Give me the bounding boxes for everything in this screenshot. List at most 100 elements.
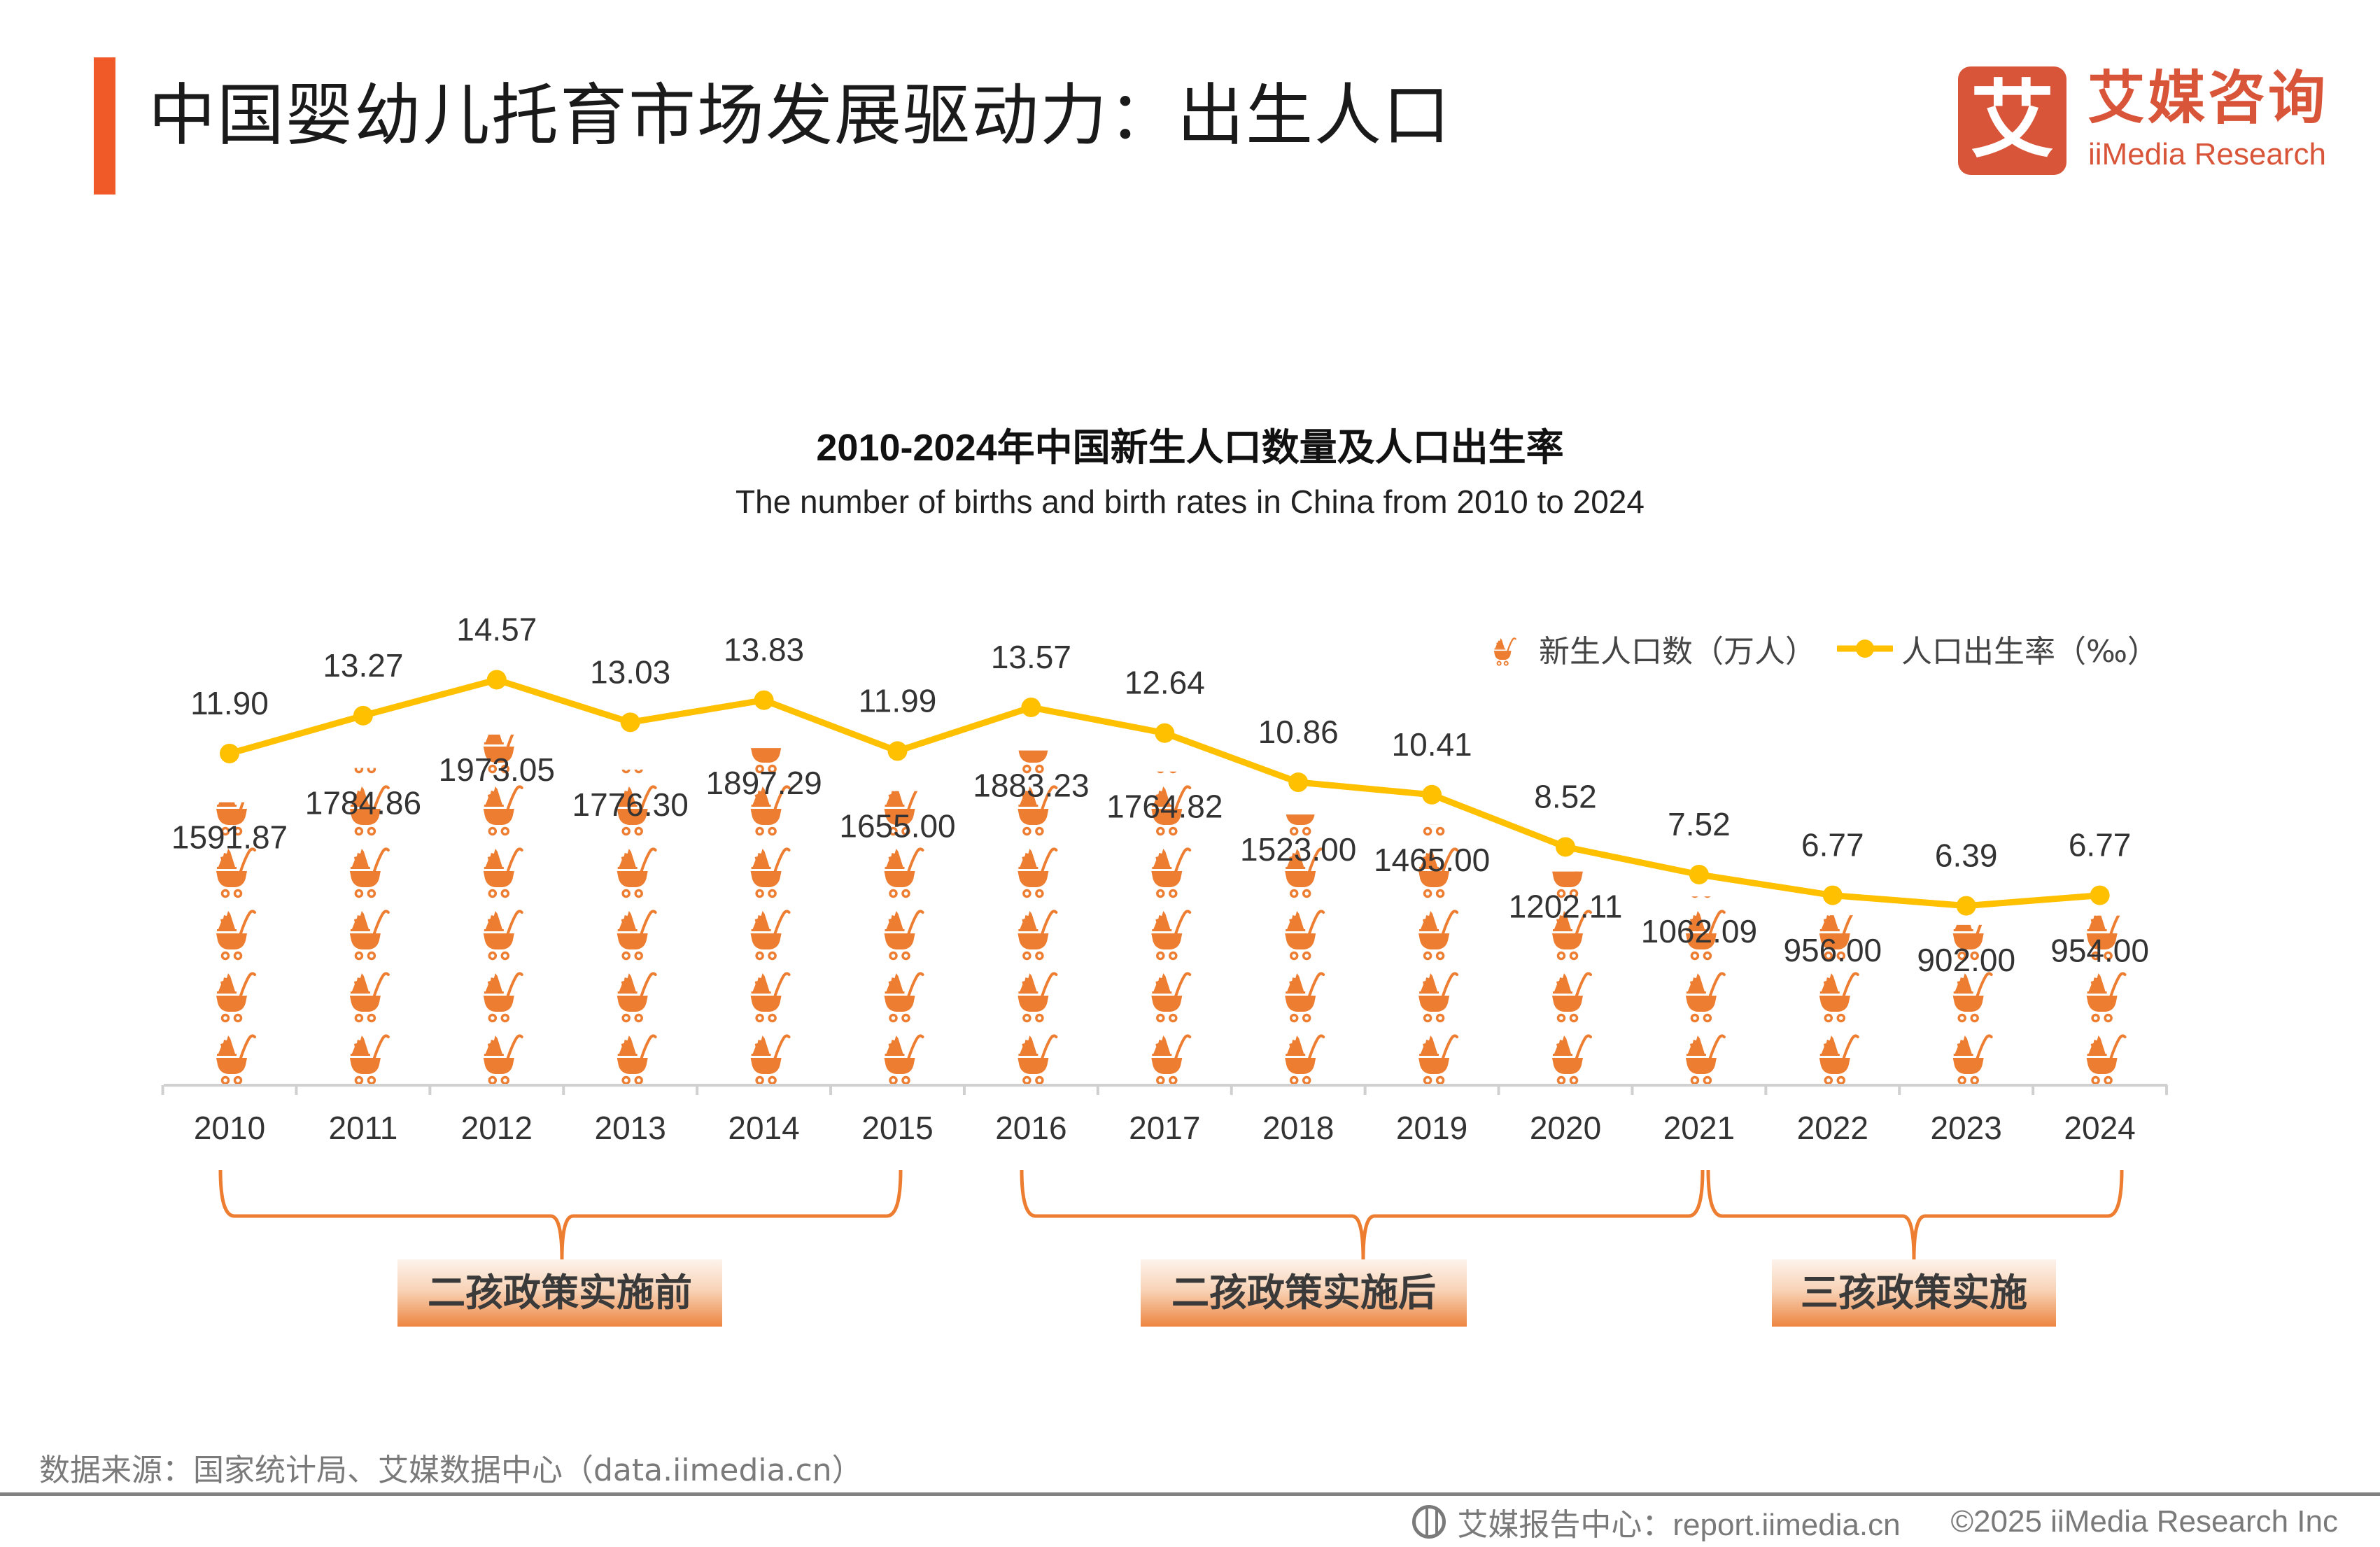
birth-rate-point xyxy=(1822,885,1843,905)
bar-value-label: 1784.86 xyxy=(305,785,421,821)
rate-value-label: 13.03 xyxy=(590,654,670,690)
pictograph-bar xyxy=(1951,924,1993,1085)
rate-value-label: 14.57 xyxy=(456,611,537,647)
period-label: 二孩政策实施前 xyxy=(428,1271,692,1315)
bar-value-label: 1523.00 xyxy=(1240,831,1356,868)
logo-mark: 艾 xyxy=(1958,66,2066,175)
period-brace xyxy=(1020,1169,1705,1260)
pictograph-bar xyxy=(1150,771,1192,1085)
baby-stroller-icon xyxy=(1283,814,1325,836)
pictograph-bar xyxy=(1417,824,1459,1085)
birth-rate-point xyxy=(620,712,640,733)
baby-stroller-icon xyxy=(1817,972,1859,1023)
baby-stroller-icon xyxy=(882,1034,924,1085)
line-marker-icon xyxy=(1837,640,1893,658)
baby-stroller-icon xyxy=(481,785,523,836)
baby-stroller-icon xyxy=(348,847,390,898)
baby-stroller-icon xyxy=(1016,1034,1058,1085)
baby-stroller-icon xyxy=(348,910,390,961)
data-source: 数据来源：国家统计局、艾媒数据中心（data.iimedia.cn） xyxy=(39,1453,863,1488)
x-tick-label: 2015 xyxy=(861,1110,933,1146)
x-tick-label: 2017 xyxy=(1129,1110,1200,1146)
rate-value-label: 11.90 xyxy=(190,685,269,721)
x-tick-label: 2019 xyxy=(1396,1110,1467,1146)
birth-rate-point xyxy=(1422,784,1442,805)
globe-icon xyxy=(1412,1505,1446,1539)
x-tick-label: 2010 xyxy=(194,1110,265,1146)
logo-en-text: iiMedia Research xyxy=(2088,137,2326,171)
copyright: ©2025 iiMedia Research Inc xyxy=(1950,1504,2338,1539)
baby-stroller-icon xyxy=(481,972,523,1023)
bar-value-label: 954.00 xyxy=(2050,933,2149,969)
baby-stroller-icon xyxy=(882,972,924,1023)
baby-stroller-icon xyxy=(215,1034,256,1085)
x-tick-label: 2021 xyxy=(1663,1110,1735,1146)
rate-value-label: 13.27 xyxy=(323,647,403,684)
period-label-box xyxy=(1141,1259,1467,1327)
baby-stroller-icon xyxy=(1551,1034,1592,1085)
bar-value-label: 1655.00 xyxy=(839,808,955,845)
baby-stroller-icon xyxy=(615,972,657,1023)
baby-stroller-icon xyxy=(1150,910,1192,961)
birth-rate-point xyxy=(1021,697,1041,717)
pictograph-bar xyxy=(1551,871,1592,1085)
baby-stroller-icon xyxy=(749,1034,791,1085)
bar-value-label: 1883.23 xyxy=(973,768,1089,804)
chart-title: 2010-2024年中国新生人口数量及人口出生率 xyxy=(816,427,1564,469)
baby-stroller-icon xyxy=(615,769,657,774)
report-center-link[interactable]: 艾媒报告中心：report.iimedia.cn xyxy=(1457,1508,1901,1542)
baby-stroller-icon xyxy=(1551,972,1592,1023)
x-tick-label: 2022 xyxy=(1797,1110,1868,1146)
bar-value-label: 1062.09 xyxy=(1641,913,1757,949)
pictograph-bar xyxy=(348,768,390,1085)
title-accent-bar xyxy=(94,57,115,195)
baby-stroller-icon xyxy=(348,972,390,1023)
bar-value-label: 956.00 xyxy=(1783,932,1882,968)
x-tick-label: 2024 xyxy=(2064,1110,2135,1146)
bar-value-label: 1776.30 xyxy=(572,786,689,823)
baby-stroller-icon xyxy=(882,910,924,961)
x-tick-label: 2023 xyxy=(1931,1110,2002,1146)
baby-stroller-icon xyxy=(1684,972,1726,1023)
bar-value-label: 1591.87 xyxy=(171,819,288,856)
baby-stroller-icon xyxy=(348,1034,390,1085)
baby-stroller-icon xyxy=(215,847,256,898)
baby-stroller-icon xyxy=(882,847,924,898)
baby-stroller-icon xyxy=(348,768,390,774)
baby-stroller-icon xyxy=(749,910,791,961)
bar-value-label: 1465.00 xyxy=(1374,842,1490,878)
baby-stroller-icon xyxy=(481,847,523,898)
birth-rate-point xyxy=(2090,885,2110,905)
legend: 新生人口数（万人） 人口出生率（‰） xyxy=(1480,626,2179,671)
rate-value-label: 6.39 xyxy=(1935,838,1998,874)
birth-rate-point xyxy=(486,670,507,690)
logo-cn-text: 艾媒咨询 xyxy=(2087,65,2329,132)
x-tick-label: 2016 xyxy=(995,1110,1066,1146)
baby-stroller-icon xyxy=(615,847,657,898)
period-brace xyxy=(218,1169,903,1260)
baby-stroller-icon xyxy=(481,1034,523,1085)
rate-value-label: 11.99 xyxy=(859,682,937,719)
baby-stroller-icon xyxy=(749,972,791,1023)
baby-stroller-icon xyxy=(215,972,256,1023)
baby-stroller-icon xyxy=(2085,972,2127,1023)
rate-value-label: 13.83 xyxy=(724,632,804,668)
rate-value-label: 7.52 xyxy=(1668,806,1731,842)
period-label: 二孩政策实施后 xyxy=(1171,1271,1436,1315)
birth-rate-point xyxy=(1956,896,1976,916)
baby-stroller-icon xyxy=(1016,847,1058,898)
x-tick-label: 2014 xyxy=(728,1110,799,1146)
rate-value-label: 12.64 xyxy=(1125,665,1205,701)
birth-rate-point xyxy=(1556,837,1575,857)
birth-rate-point xyxy=(1689,864,1709,884)
baby-stroller-icon xyxy=(615,1034,657,1085)
baby-stroller-icon xyxy=(1016,750,1058,774)
rate-value-label: 13.57 xyxy=(991,639,1071,675)
baby-stroller-icon xyxy=(2085,1034,2127,1085)
rate-value-label: 8.52 xyxy=(1534,778,1597,814)
bar-value-label: 1202.11 xyxy=(1509,889,1623,925)
baby-stroller-icon xyxy=(1684,1034,1726,1085)
baby-stroller-icon xyxy=(1016,972,1058,1023)
rate-value-label: 10.86 xyxy=(1258,714,1339,750)
